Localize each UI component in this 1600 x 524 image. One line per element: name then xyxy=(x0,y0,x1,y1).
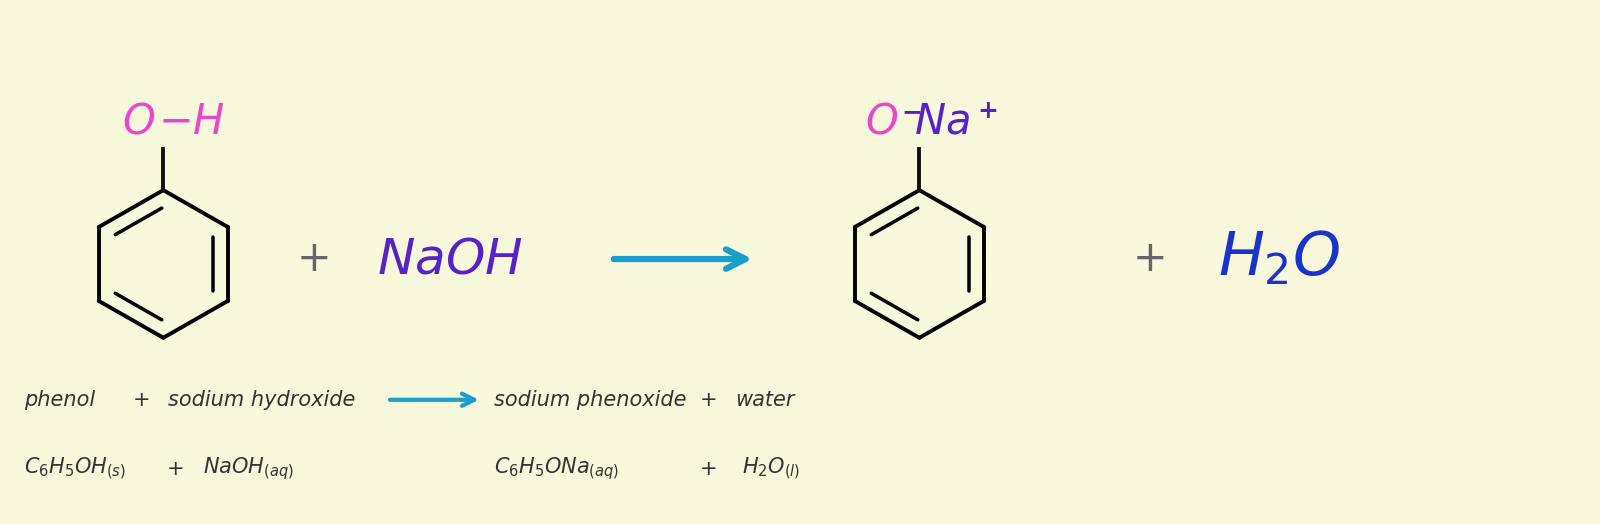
Text: $+$: $+$ xyxy=(1131,238,1165,280)
Text: $\mathit{O}$: $\mathit{O}$ xyxy=(864,101,898,143)
Text: $\mathit{H_2O}$: $\mathit{H_2O}$ xyxy=(1218,230,1341,289)
Text: $\mathit{NaOH}$: $\mathit{NaOH}$ xyxy=(378,235,523,283)
Text: +: + xyxy=(166,458,184,478)
Text: $C_6H_5ONa_{(aq)}$: $C_6H_5ONa_{(aq)}$ xyxy=(494,455,619,482)
Text: phenol: phenol xyxy=(24,390,94,410)
Text: $NaOH_{(aq)}$: $NaOH_{(aq)}$ xyxy=(203,455,294,482)
Text: $\mathit{Na}$: $\mathit{Na}$ xyxy=(915,101,970,143)
Text: $\mathit{-H}$: $\mathit{-H}$ xyxy=(158,101,226,143)
Text: $\mathbf{+}$: $\mathbf{+}$ xyxy=(978,99,997,123)
Text: $\mathbf{-}$: $\mathbf{-}$ xyxy=(901,99,922,123)
Text: +: + xyxy=(699,458,717,478)
Text: sodium hydroxide: sodium hydroxide xyxy=(168,390,355,410)
Text: $H_2O_{(l)}$: $H_2O_{(l)}$ xyxy=(742,455,800,482)
Text: +: + xyxy=(133,390,150,410)
Text: $\mathit{O}$: $\mathit{O}$ xyxy=(122,101,155,143)
Text: $+$: $+$ xyxy=(296,238,328,280)
Text: water: water xyxy=(736,390,795,410)
Text: sodium phenoxide: sodium phenoxide xyxy=(494,390,686,410)
Text: $C_6H_5OH_{(s)}$: $C_6H_5OH_{(s)}$ xyxy=(24,455,126,482)
Text: +: + xyxy=(699,390,717,410)
